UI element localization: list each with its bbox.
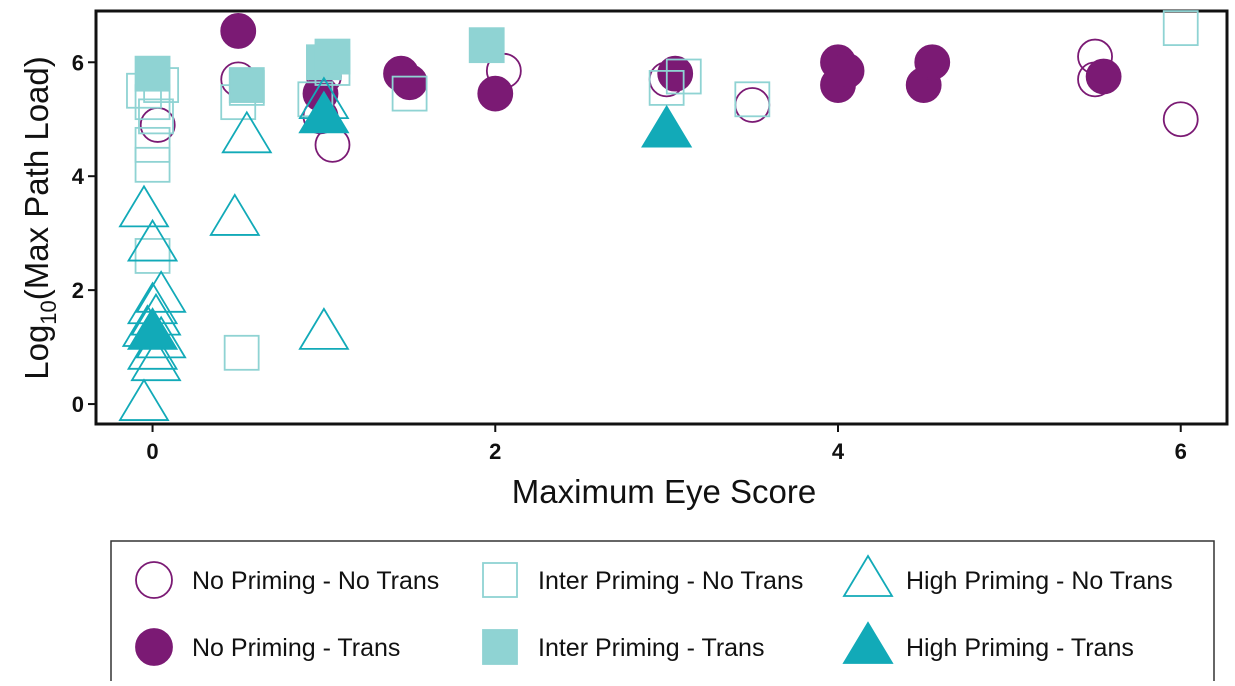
legend-symbol (482, 562, 518, 598)
y-axis-title-rest: (Max Path Load) (18, 56, 55, 300)
legend: No Priming - No Trans Inter Priming - No … (135, 554, 1173, 666)
data-point (118, 184, 170, 228)
y-tick-label: 0 (72, 392, 84, 417)
y-axis-title-main: Log (18, 325, 55, 380)
data-point (134, 55, 171, 92)
data-point (1162, 10, 1199, 46)
data-point (220, 13, 257, 49)
series-high-priming-trans (126, 90, 693, 350)
data-point (228, 67, 265, 103)
data-point (298, 90, 350, 134)
data-point (468, 27, 505, 64)
y-tick-label: 2 (72, 278, 84, 303)
legend-symbol (135, 561, 173, 599)
data-point (118, 378, 170, 421)
data-point (134, 126, 171, 163)
legend-label: Inter Priming - No Trans (538, 567, 803, 595)
legend-entry: High Priming - Trans (842, 621, 1134, 664)
data-point (1085, 58, 1122, 95)
data-point (391, 64, 428, 101)
data-point (126, 307, 179, 350)
x-tick-label: 2 (489, 439, 501, 464)
legend-symbol (135, 628, 173, 666)
y-tick-label: 6 (72, 50, 84, 75)
x-tick-label: 4 (832, 439, 845, 464)
legend-label: Inter Priming - Trans (538, 634, 764, 662)
data-point (828, 52, 865, 89)
legend-entry: High Priming - No Trans (842, 554, 1173, 597)
legend-symbol (482, 629, 518, 665)
legend-entry: No Priming - No Trans (135, 561, 439, 599)
data-point (477, 75, 514, 112)
data-point (134, 238, 171, 274)
data-point (130, 338, 182, 382)
data-point (209, 193, 261, 236)
legend-label: No Priming - Trans (192, 634, 400, 662)
x-tick-label: 0 (146, 439, 158, 464)
legend-label: High Priming - No Trans (906, 567, 1173, 595)
data-point (221, 110, 273, 154)
legend-entry: No Priming - Trans (135, 628, 400, 666)
y-tick-label: 4 (72, 164, 85, 189)
series-no-priming-trans (220, 13, 1122, 112)
y-axis-title: Log10(Max Path Load) (18, 56, 61, 380)
data-point (914, 44, 951, 81)
data-point (734, 81, 771, 118)
axis-ticks: 0 2 4 6 0 2 4 6 (72, 50, 1187, 464)
legend-label: High Priming - Trans (906, 634, 1134, 662)
legend-label: No Priming - No Trans (192, 567, 439, 595)
legend-box (110, 540, 1215, 686)
y-axis-title-subscript: 10 (36, 300, 61, 324)
data-point (298, 307, 350, 350)
data-point (126, 218, 179, 262)
data-point (665, 58, 702, 95)
data-point (134, 146, 171, 183)
x-tick-label: 6 (1175, 439, 1187, 464)
data-point (138, 98, 174, 135)
data-point (314, 38, 351, 75)
data-point (223, 334, 260, 371)
series-inter-priming-trans (134, 27, 505, 103)
data-point (391, 75, 428, 112)
legend-symbol (842, 621, 894, 664)
data-points (118, 10, 1199, 421)
data-point (1162, 101, 1199, 138)
legend-entry: Inter Priming - No Trans (482, 562, 803, 598)
plot-area-border (94, 9, 1229, 426)
legend-entry: Inter Priming - Trans (482, 629, 764, 665)
data-point (641, 104, 693, 148)
x-axis-title: Maximum Eye Score (512, 473, 816, 510)
data-point (135, 270, 187, 313)
data-point (657, 55, 694, 92)
legend-symbol (842, 554, 894, 597)
